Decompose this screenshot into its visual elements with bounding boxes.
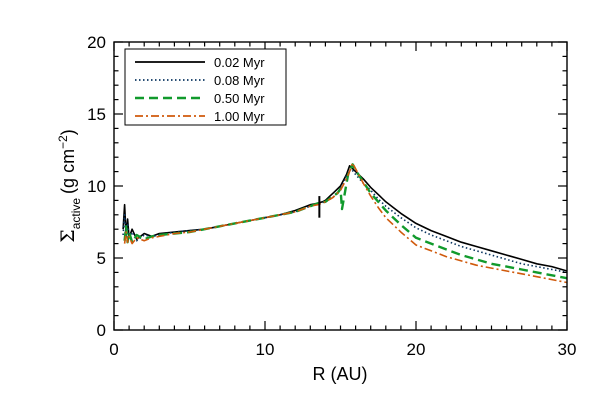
legend-label: 0.08 Myr: [214, 73, 265, 88]
series-line: [123, 163, 568, 280]
y-axis-title: Σactive (g cm−2): [56, 129, 83, 242]
series-layer: [122, 162, 568, 284]
y-axis-symbol: Σ: [57, 229, 79, 242]
series-line: [122, 167, 568, 274]
y-tick-label: 5: [97, 249, 106, 268]
x-axis-title: R (AU): [313, 364, 368, 384]
legend-label: 1.00 Myr: [214, 109, 265, 124]
y-axis-subscript: active: [69, 198, 83, 230]
y-axis-units-exp: −2: [56, 135, 70, 149]
y-axis-units-prefix: (g cm: [58, 149, 78, 194]
y-tick-label: 15: [87, 105, 106, 124]
series-line: [122, 165, 568, 272]
legend-label: 0.02 Myr: [214, 55, 265, 70]
x-tick-label: 30: [558, 340, 577, 359]
tick-marks: [113, 41, 568, 331]
legend-label: 0.50 Myr: [214, 91, 265, 106]
x-tick-label: 20: [407, 340, 426, 359]
series-line: [123, 162, 568, 284]
x-tick-label: 10: [256, 340, 275, 359]
y-tick-labels: 0 5 10 15 20: [87, 33, 106, 340]
y-axis-units-suffix: ): [58, 129, 78, 135]
y-tick-label: 20: [87, 33, 106, 52]
x-tick-labels: 0 10 20 30: [109, 340, 576, 359]
y-tick-label: 0: [97, 321, 106, 340]
legend: 0.02 Myr 0.08 Myr 0.50 Myr 1.00 Myr: [124, 48, 287, 126]
y-tick-label: 10: [87, 177, 106, 196]
x-tick-label: 0: [109, 340, 118, 359]
